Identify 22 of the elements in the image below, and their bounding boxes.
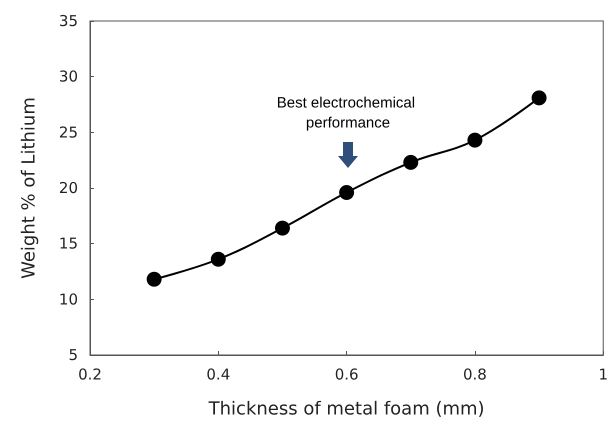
x-tick-label: 1 bbox=[598, 366, 608, 384]
x-axis-title: Thickness of metal foam (mm) bbox=[208, 398, 485, 420]
point bbox=[339, 184, 354, 200]
x-tick-label: 0.2 bbox=[78, 366, 102, 384]
y-tick-label: 15 bbox=[58, 234, 78, 253]
point bbox=[467, 132, 482, 148]
y-tick-label: 20 bbox=[58, 179, 78, 197]
y-tick-label: 10 bbox=[58, 290, 78, 308]
point bbox=[532, 90, 547, 106]
x-tick-label: 0.6 bbox=[334, 366, 359, 384]
y-tick-label: 35 bbox=[58, 12, 78, 30]
y-tick-label: 5 bbox=[68, 346, 78, 364]
x-tick-label: 0.4 bbox=[206, 366, 230, 384]
point bbox=[274, 220, 290, 236]
y-tick-label: 30 bbox=[58, 68, 78, 86]
point bbox=[210, 252, 226, 267]
annotation: Best electrochemical performance bbox=[276, 94, 420, 132]
y-tick-label: 25 bbox=[58, 123, 78, 142]
point bbox=[146, 272, 162, 287]
x-tick-label: 0.8 bbox=[462, 366, 487, 384]
y-axis-title: Weight % of Lithium bbox=[18, 97, 40, 279]
point bbox=[403, 154, 418, 170]
